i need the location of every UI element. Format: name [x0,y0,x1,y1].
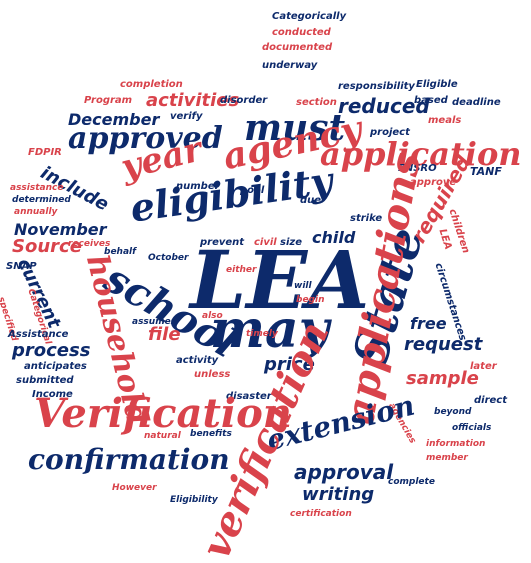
word-eligible: Eligible [416,79,458,90]
word-file: file [148,324,181,345]
word-either: either [226,265,257,275]
word-responsibility: responsibility [338,81,415,92]
word-underway: underway [262,60,318,71]
word-must: must [244,107,346,149]
word-snap: SNAP [6,261,37,272]
word-civil: civil [254,237,277,248]
word-direct: direct [474,395,508,406]
word-annually: annually [14,207,58,217]
word-approve: approve [410,177,457,188]
word-price: price [264,354,315,375]
word-assumes: assumes [132,317,177,327]
word-lea: LEA [190,233,370,327]
word-later: later [470,361,497,372]
word-fnsro: FNSRO [398,163,437,174]
word-officials: officials [452,423,492,433]
word-meals: meals [428,115,462,126]
word-lea-small: LEA [436,227,454,252]
word-size: size [280,237,302,248]
word-disorder: disorder [220,95,268,106]
word-program: Program [84,95,133,106]
word-disaster: disaster [226,391,272,402]
word-deadline: deadline [452,97,501,108]
word-assistance: assistance [10,183,64,193]
word-eligibility-small: Eligibility [170,495,218,505]
word-december: December [68,110,160,129]
word-complete: complete [388,477,435,487]
word-source: Source [12,236,82,257]
word-verify: verify [170,111,203,122]
word-reduced: reduced [338,94,430,118]
word-based: based [414,95,448,106]
word-timely: timely [246,329,278,339]
word-section: section [296,97,337,108]
word-project: project [370,127,410,138]
word-writing: writing [302,484,375,505]
word-activities: activities [146,90,240,111]
word-tanf: TANF [470,165,502,178]
word-request: request [404,334,483,355]
word-conducted: conducted [272,27,331,38]
word-prevent: prevent [200,237,245,248]
word-approved: approved [68,121,223,156]
word-documented: documented [262,42,333,53]
word-verification-big: Verification [34,390,292,437]
word-information: information [426,439,486,449]
word-determined: determined [12,195,71,205]
word-may: may [210,299,329,360]
word-assistance-cap: Assistance [8,329,69,340]
word-november: November [14,220,107,239]
word-however: However [112,483,157,493]
word-member: member [426,453,468,463]
word-begin: begin [296,295,325,305]
word-pool: pool [240,185,265,196]
word-completion: completion [120,79,183,90]
word-receives: receives [68,239,111,249]
word-child: child [312,228,356,247]
word-process: process [12,340,91,361]
word-behalf: behalf [104,247,137,257]
word-sample: sample [406,368,479,389]
word-october: October [148,253,189,263]
word-certification: certification [290,509,352,519]
word-beyond: beyond [434,407,472,417]
word-benefits: benefits [190,429,232,439]
word-number: number [176,181,220,192]
word-categorically: Categorically [272,11,347,22]
word-free: free [410,314,447,333]
word-also: also [202,311,223,321]
word-unless: unless [194,369,231,380]
word-strike: strike [350,213,383,224]
word-will: will [294,281,312,291]
word-confirmation: confirmation [28,443,230,476]
word-approval: approval [294,460,394,484]
word-anticipates: anticipates [24,361,87,372]
word-due: due [300,195,322,206]
word-submitted: submitted [16,375,74,386]
word-fdpir: FDPIR [28,147,62,158]
word-application: application [320,135,522,173]
word-income: Income [32,389,73,400]
word-activity: activity [176,355,219,366]
word-natural: natural [144,431,181,441]
